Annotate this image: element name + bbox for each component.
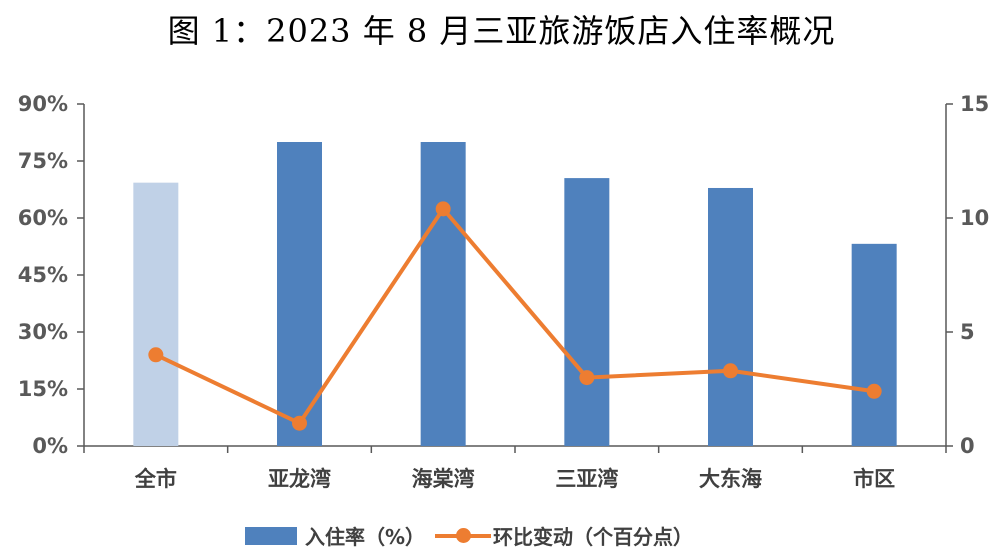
right-tick-label: 5	[960, 320, 975, 344]
line-marker	[292, 415, 307, 431]
legend-bar-label: 入住率（%）	[305, 525, 426, 549]
right-tick-label: 0	[960, 434, 975, 458]
left-tick-label: 0%	[32, 434, 68, 458]
bar-大东海	[708, 187, 753, 447]
legend-line-label: 环比变动（个百分点）	[493, 525, 694, 549]
left-tick-label: 60%	[18, 206, 68, 230]
category-label: 全市	[134, 467, 177, 491]
chart-title: 图 1：2023 年 8 月三亚旅游饭店入住率概况	[167, 12, 836, 50]
legend: 入住率（%） 环比变动（个百分点）	[245, 521, 693, 550]
category-label: 海棠湾	[412, 467, 475, 491]
line-marker	[579, 370, 595, 386]
left-tick-label: 15%	[18, 377, 68, 401]
bar-海棠湾	[420, 142, 466, 446]
legend-bar-swatch-icon	[245, 526, 297, 545]
line-marker	[723, 363, 738, 379]
legend-line-swatch-icon	[435, 526, 492, 546]
line-marker	[435, 201, 451, 217]
bar-全市	[133, 182, 179, 446]
bar-市区	[851, 243, 897, 446]
left-tick-label: 90%	[18, 92, 68, 116]
category-label: 三亚湾	[555, 467, 618, 491]
category-label: 市区	[853, 467, 895, 491]
line-series	[154, 206, 875, 426]
category-label: 大东海	[699, 467, 762, 491]
line-marker	[148, 347, 164, 363]
bar-三亚湾	[564, 178, 610, 446]
category-label: 亚龙湾	[268, 467, 331, 491]
left-tick-label: 75%	[18, 149, 68, 173]
right-tick-label: 15	[960, 92, 989, 116]
bar-亚龙湾	[277, 142, 322, 446]
left-tick-label: 45%	[18, 263, 68, 287]
left-tick-label: 30%	[18, 320, 68, 344]
line-marker	[866, 383, 882, 399]
right-tick-label: 10	[960, 206, 989, 230]
